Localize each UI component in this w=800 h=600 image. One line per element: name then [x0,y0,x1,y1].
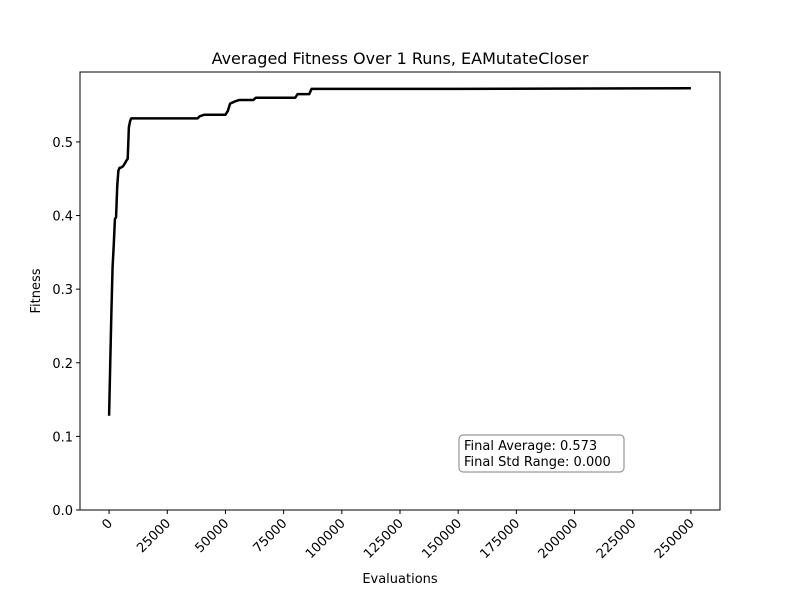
x-tick-label: 175000 [477,516,523,562]
x-axis-ticks: 0 25000 50000 75000 100000 125000 150000 175000… [99,510,698,562]
y-tick-label: 0.2 [52,357,73,372]
x-tick-label: 25000 [134,516,174,556]
x-tick-label: 250000 [652,516,698,562]
x-tick-label: 50000 [192,516,232,556]
x-tick-label: 100000 [303,516,349,562]
x-axis-label: Evaluations [362,572,438,587]
final-average-text: Final Average: 0.573 [464,439,597,454]
y-tick-label: 0.0 [52,504,73,519]
final-stats-annotation: Final Average: 0.573 Final Std Range: 0.… [458,434,625,473]
x-tick-label: 125000 [361,516,407,562]
y-tick-label: 0.4 [52,210,73,225]
y-tick-label: 0.1 [52,430,73,445]
y-tick-label: 0.3 [52,283,73,298]
y-axis-label: Fitness [29,268,44,313]
x-tick-label: 200000 [536,516,582,562]
x-tick-label: 75000 [251,516,291,556]
x-tick-label: 225000 [594,516,640,562]
annotation-box [458,434,625,473]
plot-frame [79,71,721,511]
x-tick-label: 150000 [419,516,465,562]
chart-title: Averaged Fitness Over 1 Runs, EAMutateCl… [212,49,589,68]
fitness-line [107,86,691,416]
final-std-range-text: Final Std Range: 0.000 [464,455,611,470]
y-axis-ticks: 0.0 0.1 0.2 0.3 0.4 0.5 [52,136,80,519]
series-layer [107,86,691,416]
y-tick-label: 0.5 [52,136,73,151]
x-tick-label: 0 [99,516,115,532]
